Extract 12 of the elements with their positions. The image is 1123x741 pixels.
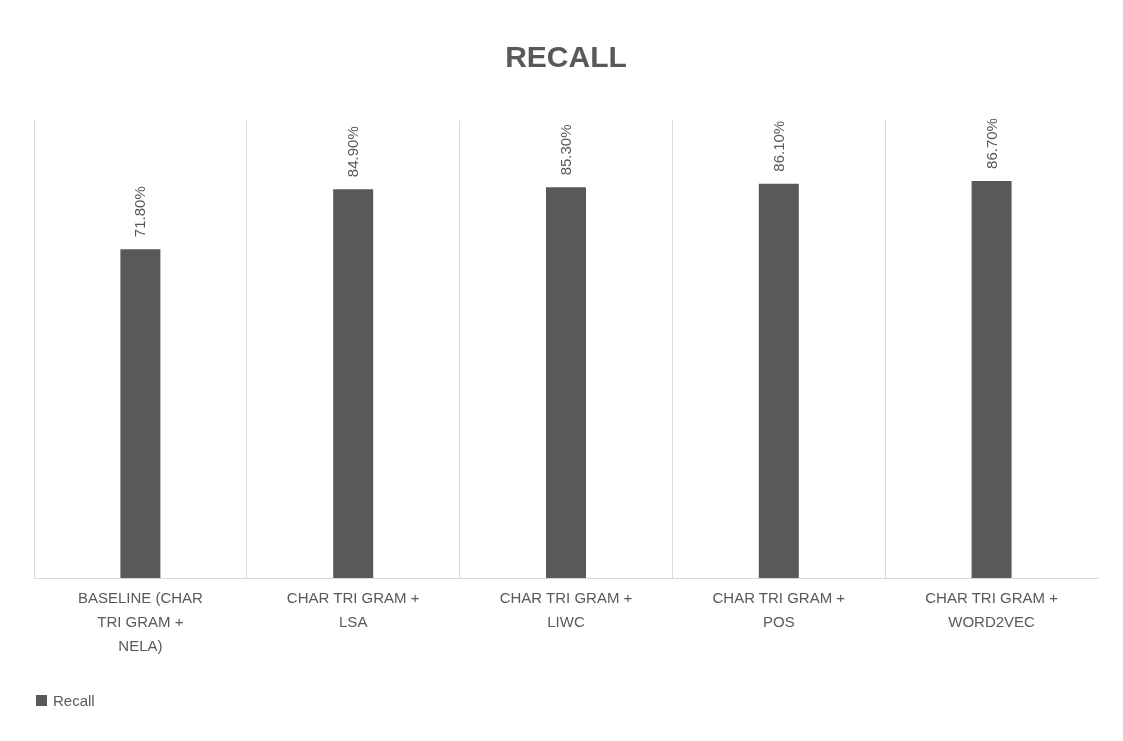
data-label: 86.70% bbox=[982, 118, 1000, 169]
x-tick-label: BASELINE (CHAR TRI GRAM + NELA) bbox=[77, 588, 204, 654]
data-label: 86.10% bbox=[769, 120, 787, 172]
legend-label: Recall bbox=[53, 691, 95, 709]
chart-title: RECALL bbox=[505, 40, 627, 74]
x-tick-label: CHAR TRI GRAM + WORD2VEC bbox=[925, 588, 1059, 630]
x-tick-label: CHAR TRI GRAM + LIWC bbox=[499, 588, 633, 630]
x-tick-label: CHAR TRI GRAM + LSA bbox=[286, 588, 420, 630]
x-tick-label: CHAR TRI GRAM + POS bbox=[712, 588, 846, 630]
data-label: 85.30% bbox=[557, 124, 574, 176]
data-label: 71.80% bbox=[131, 186, 149, 238]
data-label: 84.90% bbox=[344, 126, 362, 178]
